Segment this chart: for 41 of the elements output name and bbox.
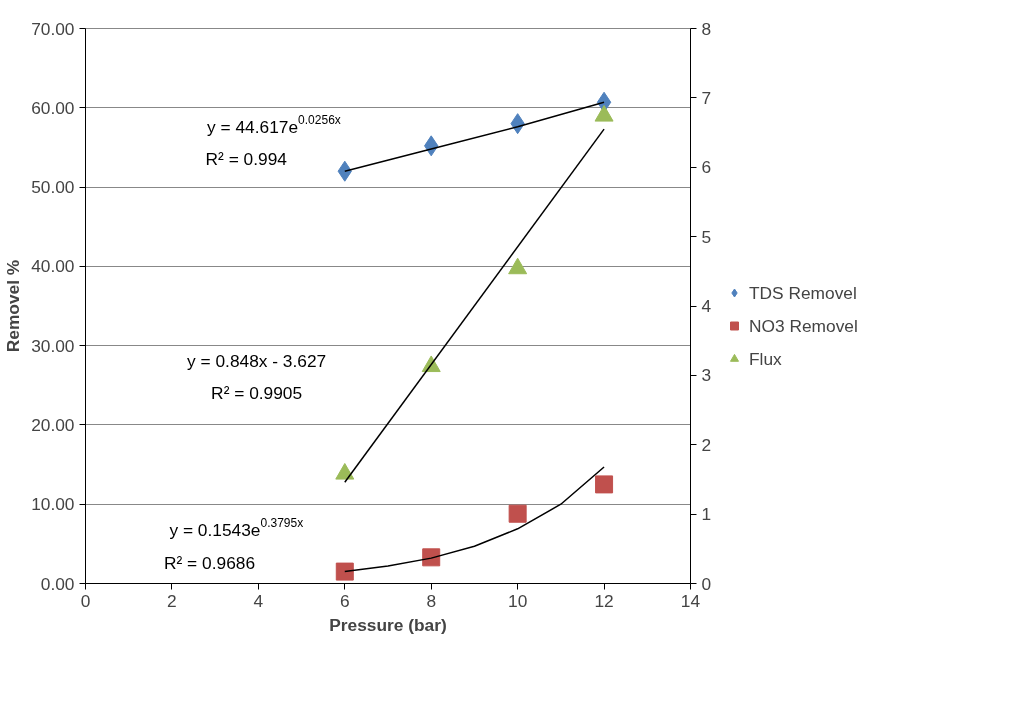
x-tick-label: 12 (594, 590, 614, 611)
legend-label: Flux (749, 348, 782, 369)
y2-tick-label: 0 (701, 573, 712, 594)
x-axis-title: Pressure (bar) (329, 614, 447, 635)
y2-tick-label: 8 (701, 18, 712, 39)
y-tick-label: 20.00 (31, 414, 75, 435)
point (508, 257, 528, 275)
y-tick-label: 70.00 (31, 18, 75, 39)
point (335, 463, 355, 480)
y-tick-label: 40.00 (31, 256, 75, 277)
y-tick-label: 10.00 (31, 494, 75, 515)
point (422, 548, 441, 567)
y-tick-label: 50.00 (31, 177, 75, 198)
x-tick-label: 0 (80, 590, 91, 611)
x-tick-label: 4 (253, 590, 264, 611)
y2-tick-label: 3 (701, 365, 712, 386)
point (595, 475, 614, 494)
y2-tick-label: 4 (701, 296, 712, 316)
y-axis-title: Removel % (3, 259, 24, 353)
annotation: y = 0.848x - 3.627 (187, 350, 327, 371)
x-tick-label: 2 (167, 590, 177, 611)
x-tick-label: 8 (426, 590, 437, 611)
x-tick-label: 6 (339, 590, 350, 611)
point (594, 105, 614, 122)
annotation: R² = 0.9905 (211, 383, 303, 404)
y2-tick-label: 1 (701, 504, 712, 525)
y-tick-label: 60.00 (31, 97, 75, 118)
y2-tick-label: 5 (701, 226, 712, 247)
point (508, 504, 527, 523)
annotation: R² = 0.9686 (164, 552, 256, 573)
annotation: R² = 0.994 (205, 148, 288, 169)
legend-label: NO3 Removel (749, 315, 858, 336)
y2-tick-label: 7 (701, 87, 712, 108)
y2-tick-label: 2 (701, 434, 712, 455)
legend-label: TDS Removel (749, 282, 857, 303)
y2-tick-label: 6 (701, 157, 712, 178)
x-tick-label: 10 (508, 590, 528, 611)
point (335, 562, 354, 581)
x-tick-label: 14 (680, 590, 701, 611)
y-tick-label: 0.00 (40, 573, 75, 594)
y-tick-label: 30.00 (31, 335, 75, 356)
